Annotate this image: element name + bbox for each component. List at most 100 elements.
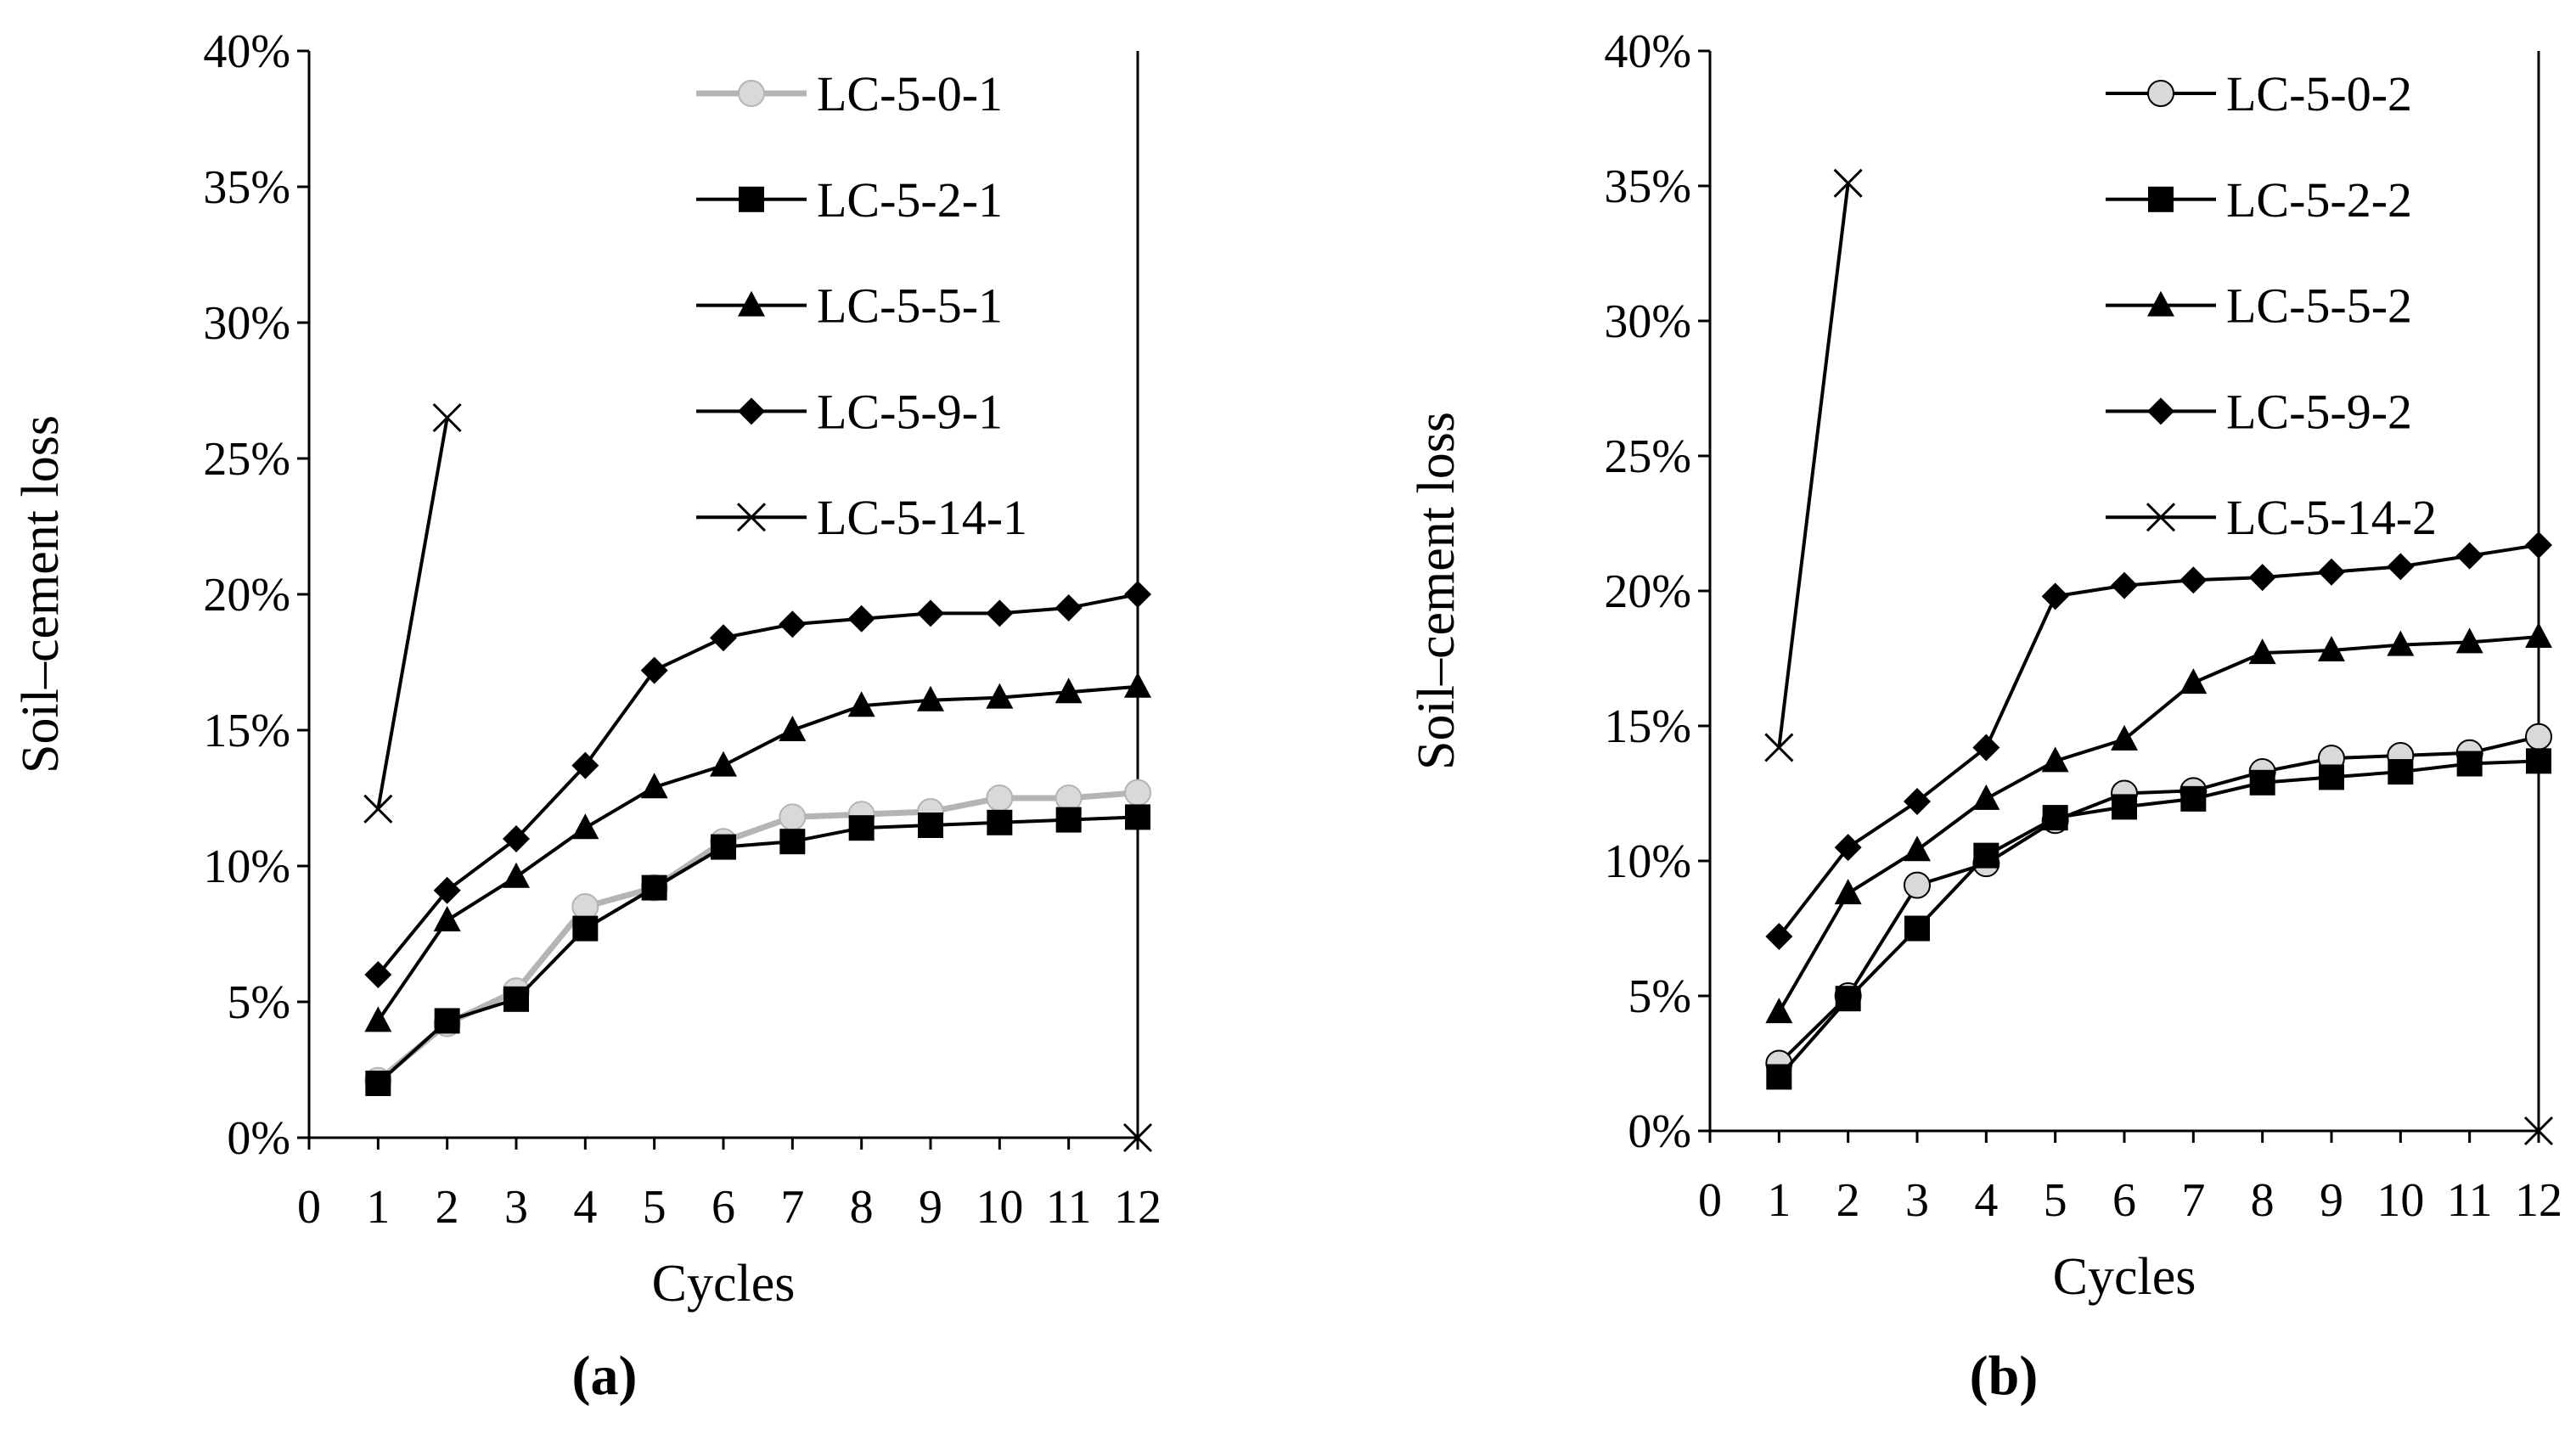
y-axis-label: Soil–cement loss xyxy=(1408,412,1465,770)
data-point xyxy=(1904,915,1930,942)
data-point xyxy=(2179,668,2208,695)
data-point xyxy=(987,809,1013,835)
data-point xyxy=(779,610,807,638)
data-point xyxy=(917,599,944,627)
data-point xyxy=(2042,805,2068,831)
series-line xyxy=(376,417,449,810)
data-point xyxy=(1765,998,1793,1024)
data-point xyxy=(1904,788,1931,816)
data-point xyxy=(2387,553,2415,581)
series-line xyxy=(1777,183,1850,748)
x-tick-label: 0 xyxy=(297,1181,321,1234)
chart-panel-b: 0%5%10%15%20%25%30%35%40%0 1 2 3 4 5 6 7 8 9 10 11 1… xyxy=(1408,25,2562,1407)
series-line xyxy=(1777,635,2539,1014)
data-point xyxy=(2525,622,2552,649)
data-point xyxy=(433,906,461,931)
y-tick-label: 5% xyxy=(227,976,290,1029)
legend-swatch-marker xyxy=(2147,397,2174,425)
data-point xyxy=(503,986,529,1012)
data-point xyxy=(2112,794,2137,820)
data-point xyxy=(363,794,393,824)
data-point xyxy=(364,961,392,988)
data-point xyxy=(2248,564,2276,592)
data-point xyxy=(2041,582,2069,610)
legend-label: LC-5-2-2 xyxy=(2226,172,2412,228)
legend-swatch-marker xyxy=(739,186,764,212)
data-point xyxy=(571,751,599,779)
y-tick-label: 25% xyxy=(203,433,290,486)
legend-label: LC-5-9-2 xyxy=(2226,384,2412,439)
x-tick-label: 9 xyxy=(2320,1174,2343,1227)
data-point xyxy=(2249,769,2275,796)
data-point xyxy=(572,915,599,942)
legend-swatch-marker xyxy=(738,290,765,317)
x-tick-label: 2 xyxy=(436,1181,459,1234)
data-point xyxy=(848,815,875,841)
data-point xyxy=(1904,871,1931,899)
data-point xyxy=(2318,635,2345,661)
data-point xyxy=(1055,594,1083,621)
data-point xyxy=(1834,834,1862,862)
y-tick-label: 25% xyxy=(1604,430,1691,483)
data-point xyxy=(1122,1122,1153,1153)
data-point xyxy=(2179,566,2208,594)
data-point xyxy=(571,813,599,840)
data-point xyxy=(1972,784,2000,810)
data-point xyxy=(1124,672,1151,698)
data-point xyxy=(1124,581,1151,608)
data-point xyxy=(640,656,668,684)
y-tick-label: 20% xyxy=(203,569,290,621)
data-point xyxy=(1055,784,1083,812)
data-point xyxy=(2455,627,2483,654)
legend-label: LC-5-0-1 xyxy=(817,66,1003,121)
legend-swatch-marker xyxy=(2147,80,2174,107)
data-point xyxy=(1972,734,2000,762)
data-point xyxy=(779,829,806,855)
data-point xyxy=(1764,733,1794,762)
x-tick-label: 5 xyxy=(2044,1174,2067,1227)
data-point xyxy=(2248,638,2276,665)
legend-label: LC-5-14-2 xyxy=(2226,490,2437,545)
data-point xyxy=(1125,804,1150,830)
series-LC-5-0-1: LC-5-0-1 xyxy=(364,66,1151,1094)
y-tick-label: 35% xyxy=(1604,160,1691,213)
y-tick-label: 20% xyxy=(1604,565,1691,618)
data-point xyxy=(640,773,668,799)
data-point xyxy=(917,685,944,711)
data-point xyxy=(1124,779,1151,807)
data-point xyxy=(1765,923,1793,951)
legend-label: LC-5-9-1 xyxy=(817,384,1003,439)
panel-label: (a) xyxy=(572,1345,638,1407)
x-tick-label: 10 xyxy=(976,1181,1023,1234)
data-point xyxy=(847,605,875,633)
x-tick-label: 3 xyxy=(504,1181,528,1234)
data-point xyxy=(1834,879,1862,905)
data-point xyxy=(2456,751,2483,777)
data-point xyxy=(918,813,943,838)
y-tick-label: 0% xyxy=(227,1112,290,1165)
data-point xyxy=(432,402,462,433)
x-tick-label: 5 xyxy=(643,1181,666,1234)
data-point xyxy=(779,716,807,741)
data-point xyxy=(2111,724,2138,751)
x-axis-label: Cycles xyxy=(652,1255,796,1313)
legend-label: LC-5-5-2 xyxy=(2226,278,2412,334)
x-tick-label: 7 xyxy=(780,1181,804,1234)
data-point xyxy=(1904,835,1931,862)
data-point xyxy=(1973,842,1999,869)
x-tick-label: 7 xyxy=(2181,1174,2205,1227)
y-tick-label: 15% xyxy=(1604,700,1691,753)
y-tick-label: 30% xyxy=(1604,295,1691,348)
x-tick-label: 11 xyxy=(2447,1174,2493,1227)
data-point xyxy=(710,751,737,777)
data-point xyxy=(710,624,737,652)
data-point xyxy=(503,862,530,888)
data-point xyxy=(986,683,1014,709)
y-tick-label: 40% xyxy=(203,25,290,78)
x-tick-label: 1 xyxy=(1767,1174,1791,1227)
legend-swatch-marker xyxy=(736,503,767,532)
y-tick-label: 5% xyxy=(1628,970,1691,1023)
data-point xyxy=(1833,168,1863,198)
x-tick-label: 9 xyxy=(919,1181,942,1234)
series-line xyxy=(376,593,1139,976)
